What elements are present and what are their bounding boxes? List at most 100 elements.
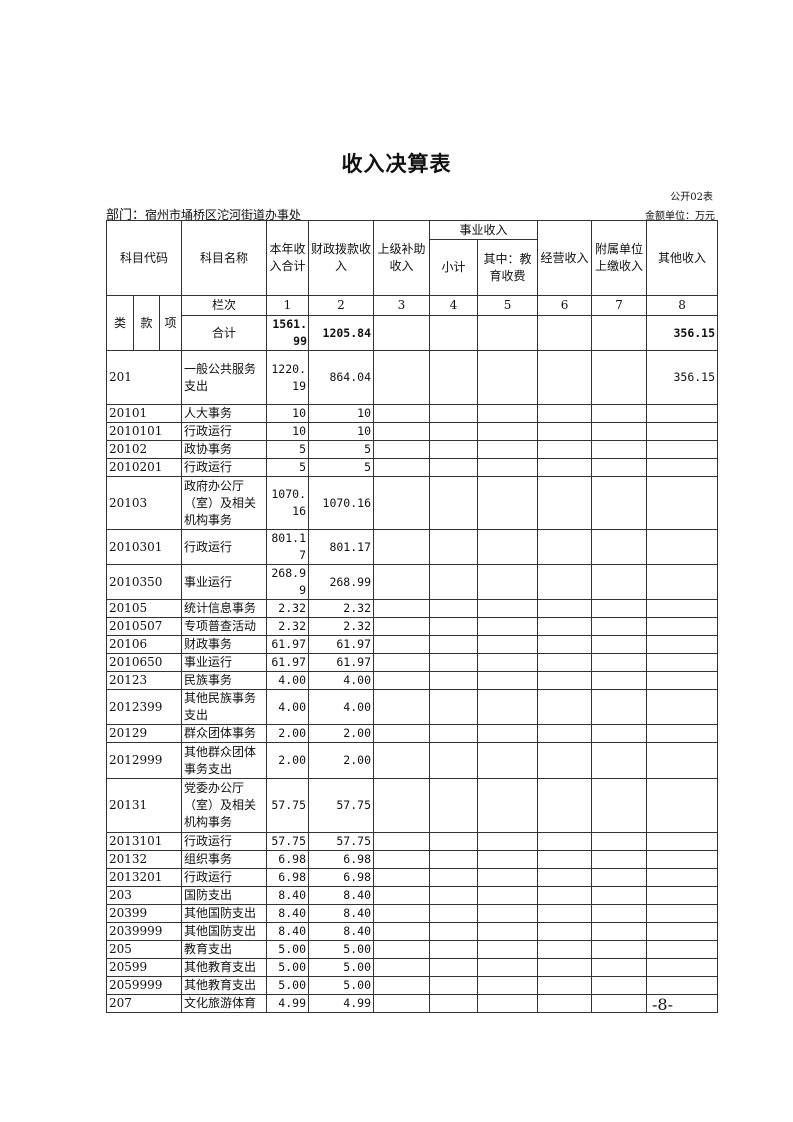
- empty-cell: [537, 940, 593, 959]
- total-income: 4.99: [266, 994, 309, 1013]
- empty-cell: [537, 564, 593, 600]
- subject-code: 20103: [106, 476, 182, 530]
- subject-name: 人大事务: [181, 404, 267, 423]
- empty-cell: [476, 599, 539, 618]
- empty-cell: [537, 724, 593, 743]
- empty-cell: [429, 958, 478, 977]
- subject-code: 2012399: [106, 689, 182, 725]
- total-income: 6.98: [266, 868, 309, 887]
- empty-cell: [476, 886, 539, 905]
- subject-name: 其他教育支出: [181, 976, 267, 995]
- fiscal-income: 1070.16: [308, 476, 374, 530]
- empty-cell: [476, 976, 539, 995]
- subject-name: 其他国防支出: [181, 904, 267, 923]
- page-number: -8-: [652, 995, 673, 1014]
- total-income: 2.32: [266, 599, 309, 618]
- fiscal-income: 864.04: [308, 350, 374, 405]
- other-income: [646, 529, 719, 565]
- empty-cell: [429, 850, 478, 869]
- subject-code: 2010350: [106, 564, 182, 600]
- table-row: 2010301 行政运行 801.17 801.17: [106, 529, 719, 565]
- table-row: 2059999 其他教育支出 5.00 5.00: [106, 976, 719, 995]
- empty-cell: [429, 635, 478, 654]
- subject-code: 2010101: [106, 422, 182, 441]
- table-row: 20599 其他教育支出 5.00 5.00: [106, 958, 719, 977]
- other-income: [646, 976, 719, 995]
- total-income: 2.32: [266, 617, 309, 636]
- subject-name: 事业运行: [181, 653, 267, 672]
- total-income: 1070.16: [266, 476, 309, 530]
- subject-name: 文化旅游体育: [181, 994, 267, 1013]
- empty-cell: [591, 778, 648, 833]
- table-row: 2010101 行政运行 10 10: [106, 422, 719, 441]
- form-number: 公开02表: [670, 192, 713, 203]
- table-row: 20123 民族事务 4.00 4.00: [106, 671, 719, 690]
- empty-cell: [537, 976, 593, 995]
- total-income: 10: [266, 404, 309, 423]
- empty-cell: [537, 742, 593, 779]
- total-income: 5.00: [266, 940, 309, 959]
- subject-code: 205: [106, 940, 182, 959]
- table-row: 2010507 专项普查活动 2.32 2.32: [106, 617, 719, 636]
- empty-cell: [429, 724, 478, 743]
- empty-cell: [373, 635, 430, 654]
- table-row: 20106 财政事务 61.97 61.97: [106, 635, 719, 654]
- table-row: 2010650 事业运行 61.97 61.97: [106, 653, 719, 672]
- col-number: 6: [537, 295, 593, 316]
- empty-cell: [373, 904, 430, 923]
- empty-cell: [429, 671, 478, 690]
- empty-cell: [373, 778, 430, 833]
- empty-cell: [373, 440, 430, 459]
- subject-name: 政府办公厅（室）及相关机构事务: [181, 476, 267, 530]
- empty-cell: [429, 904, 478, 923]
- other-income: [646, 599, 719, 618]
- empty-cell: [476, 868, 539, 887]
- empty-cell: [373, 724, 430, 743]
- table-row: 20102 政协事务 5 5: [106, 440, 719, 459]
- empty-cell: [591, 458, 648, 477]
- other-income: 356.15: [646, 350, 719, 405]
- table-row: 2039999 其他国防支出 8.40 8.40: [106, 922, 719, 941]
- empty-cell: [537, 617, 593, 636]
- empty-cell: [537, 868, 593, 887]
- subject-code: 2039999: [106, 922, 182, 941]
- empty-cell: [591, 671, 648, 690]
- empty-cell: [537, 350, 593, 405]
- total-income: 8.40: [266, 886, 309, 905]
- col-number: 3: [373, 295, 430, 316]
- empty-cell: [476, 850, 539, 869]
- fiscal-income: 801.17: [308, 529, 374, 565]
- header-affiliated: 附属单位上缴收入: [591, 220, 648, 296]
- subject-name: 事业运行: [181, 564, 267, 600]
- empty-cell: [591, 724, 648, 743]
- empty-cell: [373, 832, 430, 851]
- table-row: 20129 群众团体事务 2.00 2.00: [106, 724, 719, 743]
- header-lei: 类: [106, 295, 134, 351]
- other-income: [646, 904, 719, 923]
- header-subtotal: 小计: [429, 239, 478, 296]
- empty-cell: [476, 994, 539, 1013]
- subject-name: 行政运行: [181, 422, 267, 441]
- subject-name: 财政事务: [181, 635, 267, 654]
- empty-cell: [591, 599, 648, 618]
- fiscal-income: 61.97: [308, 653, 374, 672]
- empty-cell: [373, 404, 430, 423]
- empty-cell: [476, 315, 539, 351]
- subject-name: 统计信息事务: [181, 599, 267, 618]
- subject-code: 2010507: [106, 617, 182, 636]
- table-row: 20105 统计信息事务 2.32 2.32: [106, 599, 719, 618]
- total-income: 6.98: [266, 850, 309, 869]
- subject-code: 2013201: [106, 868, 182, 887]
- empty-cell: [591, 315, 648, 351]
- empty-cell: [591, 850, 648, 869]
- empty-cell: [537, 529, 593, 565]
- department-label: 部门：: [106, 208, 146, 223]
- empty-cell: [537, 458, 593, 477]
- subject-name: 党委办公厅（室）及相关机构事务: [181, 778, 267, 833]
- empty-cell: [537, 778, 593, 833]
- total-income: 4.00: [266, 671, 309, 690]
- other-income: [646, 850, 719, 869]
- sum-label: 合计: [181, 315, 267, 351]
- fiscal-income: 8.40: [308, 904, 374, 923]
- other-income: [646, 458, 719, 477]
